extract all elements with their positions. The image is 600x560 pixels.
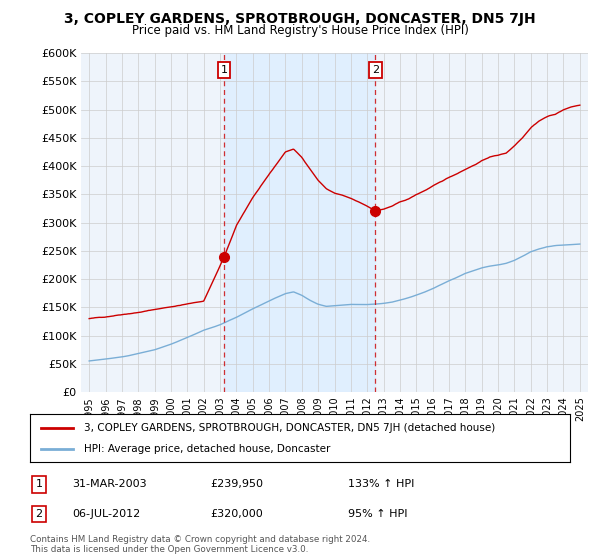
Text: 2: 2: [35, 509, 43, 519]
Text: 2: 2: [372, 65, 379, 75]
Text: 95% ↑ HPI: 95% ↑ HPI: [348, 509, 407, 519]
Text: Price paid vs. HM Land Registry's House Price Index (HPI): Price paid vs. HM Land Registry's House …: [131, 24, 469, 36]
Text: 06-JUL-2012: 06-JUL-2012: [72, 509, 140, 519]
Text: This data is licensed under the Open Government Licence v3.0.: This data is licensed under the Open Gov…: [30, 545, 308, 554]
Text: £320,000: £320,000: [210, 509, 263, 519]
Text: 133% ↑ HPI: 133% ↑ HPI: [348, 479, 415, 489]
Text: 3, COPLEY GARDENS, SPROTBROUGH, DONCASTER, DN5 7JH (detached house): 3, COPLEY GARDENS, SPROTBROUGH, DONCASTE…: [84, 423, 495, 433]
Text: HPI: Average price, detached house, Doncaster: HPI: Average price, detached house, Donc…: [84, 444, 331, 454]
Text: 3, COPLEY GARDENS, SPROTBROUGH, DONCASTER, DN5 7JH: 3, COPLEY GARDENS, SPROTBROUGH, DONCASTE…: [64, 12, 536, 26]
Text: 1: 1: [221, 65, 227, 75]
Text: 1: 1: [35, 479, 43, 489]
Text: Contains HM Land Registry data © Crown copyright and database right 2024.: Contains HM Land Registry data © Crown c…: [30, 535, 370, 544]
Text: 31-MAR-2003: 31-MAR-2003: [72, 479, 146, 489]
Bar: [224, 53, 376, 392]
Text: £239,950: £239,950: [210, 479, 263, 489]
